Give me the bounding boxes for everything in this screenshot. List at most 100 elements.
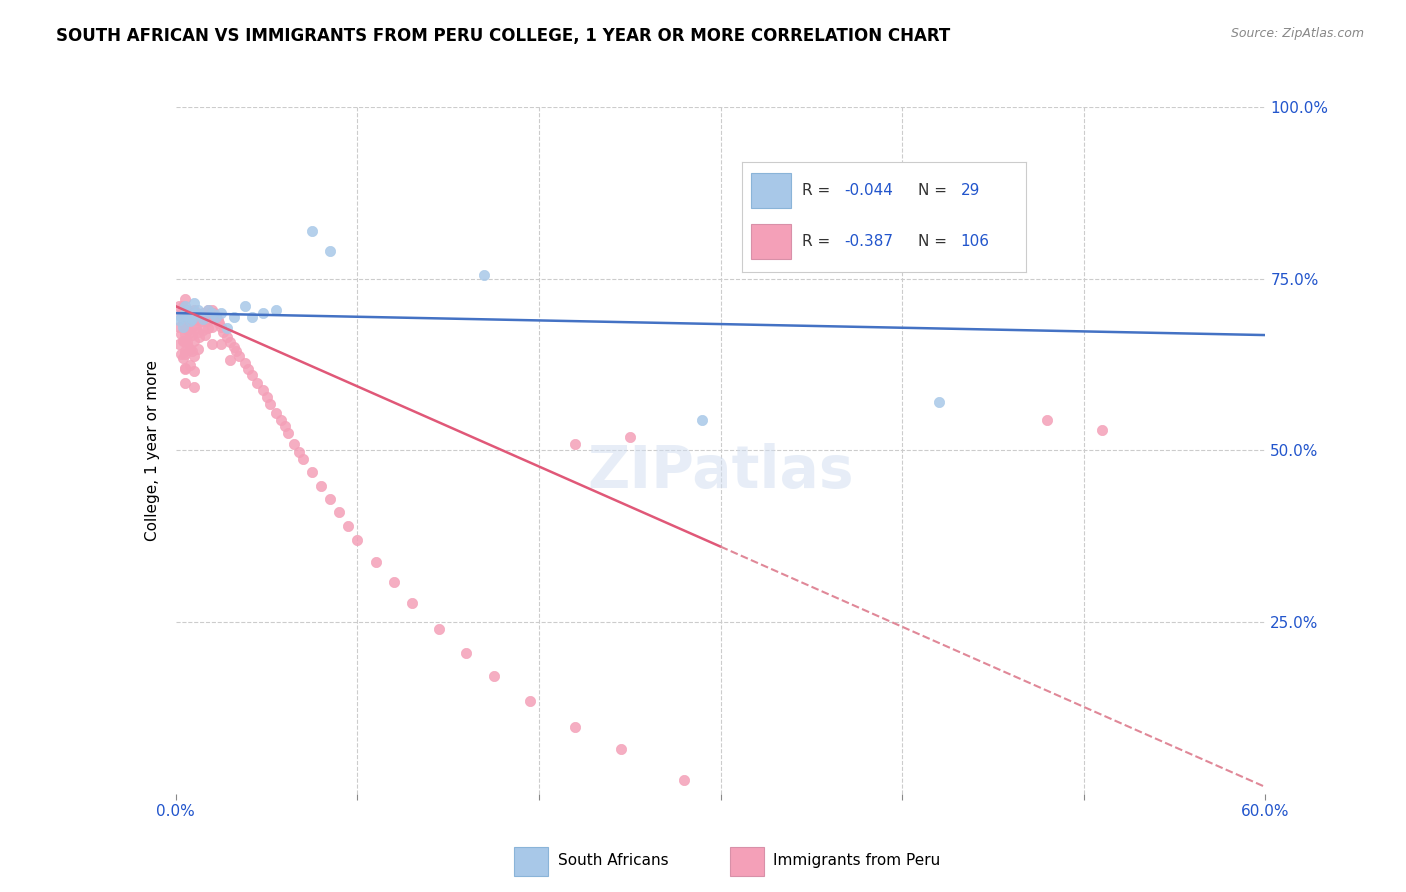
Point — [564, 436, 586, 450]
Point — [197, 302, 219, 317]
Point — [186, 302, 209, 317]
Point — [173, 361, 195, 376]
Point — [252, 383, 274, 397]
Point — [186, 342, 209, 356]
Point — [291, 451, 314, 466]
Point — [173, 310, 195, 324]
Point — [181, 328, 204, 343]
Point — [252, 306, 274, 320]
Point — [172, 351, 194, 365]
Point — [233, 355, 256, 369]
Text: Immigrants from Peru: Immigrants from Peru — [773, 854, 941, 868]
Point — [208, 317, 231, 331]
Point — [177, 323, 200, 337]
Point — [179, 342, 201, 356]
FancyBboxPatch shape — [515, 847, 548, 876]
Point — [212, 326, 235, 340]
Point — [184, 321, 207, 335]
Text: 29: 29 — [960, 183, 980, 198]
Point — [319, 244, 342, 259]
Point — [283, 436, 305, 450]
Point — [181, 313, 204, 327]
Point — [201, 302, 224, 317]
Point — [219, 352, 242, 367]
Point — [200, 308, 222, 322]
Point — [172, 319, 194, 334]
Point — [194, 328, 217, 343]
Point — [201, 319, 224, 334]
Point — [209, 319, 232, 334]
Point — [207, 313, 229, 327]
Point — [238, 362, 260, 376]
Point — [288, 445, 311, 459]
Point — [169, 337, 191, 351]
Point — [176, 302, 198, 317]
Point — [673, 773, 696, 788]
Point — [456, 646, 478, 660]
Point — [256, 390, 278, 404]
Point — [201, 337, 224, 351]
Point — [177, 310, 200, 324]
Point — [364, 555, 387, 569]
Point — [172, 317, 194, 331]
Point — [188, 330, 211, 344]
Point — [181, 311, 204, 326]
Point — [170, 306, 193, 320]
Point — [197, 302, 219, 317]
Point — [179, 358, 201, 372]
Point — [240, 368, 263, 382]
Point — [204, 310, 226, 324]
Point — [202, 306, 225, 320]
Point — [183, 364, 205, 378]
Point — [172, 334, 194, 348]
Point — [233, 299, 256, 313]
Point — [222, 310, 245, 324]
Text: R =: R = — [801, 234, 835, 249]
Point — [188, 313, 211, 327]
Point — [301, 466, 323, 480]
Point — [301, 224, 323, 238]
Point — [270, 412, 292, 426]
Text: N =: N = — [918, 183, 952, 198]
Point — [225, 343, 247, 358]
Text: R =: R = — [801, 183, 835, 198]
Point — [259, 397, 281, 411]
Point — [328, 505, 350, 519]
Point — [382, 575, 405, 590]
Point — [201, 306, 224, 320]
Point — [176, 334, 198, 349]
Point — [173, 343, 195, 358]
Point — [179, 314, 201, 328]
Point — [191, 323, 214, 337]
Text: ZIPatlas: ZIPatlas — [588, 442, 853, 500]
Point — [183, 302, 205, 317]
Point — [173, 326, 195, 341]
Text: -0.044: -0.044 — [845, 183, 893, 198]
Point — [346, 533, 368, 547]
Point — [222, 340, 245, 354]
Point — [264, 302, 287, 317]
Point — [170, 326, 193, 341]
Point — [519, 694, 541, 708]
Point — [173, 293, 195, 307]
Point — [173, 319, 195, 334]
Text: N =: N = — [918, 234, 952, 249]
Point — [277, 426, 299, 441]
Point — [184, 306, 207, 320]
Point — [173, 306, 195, 320]
Point — [183, 380, 205, 394]
Point — [183, 349, 205, 363]
Point — [319, 491, 342, 506]
Point — [173, 299, 195, 313]
Point — [264, 406, 287, 420]
Point — [177, 340, 200, 354]
Point — [309, 479, 332, 493]
Point — [176, 302, 198, 317]
Text: SOUTH AFRICAN VS IMMIGRANTS FROM PERU COLLEGE, 1 YEAR OR MORE CORRELATION CHART: SOUTH AFRICAN VS IMMIGRANTS FROM PERU CO… — [56, 27, 950, 45]
Text: 106: 106 — [960, 234, 990, 249]
Point — [619, 430, 641, 444]
Point — [564, 720, 586, 734]
Point — [173, 334, 195, 348]
Point — [186, 326, 209, 340]
Point — [173, 347, 195, 361]
